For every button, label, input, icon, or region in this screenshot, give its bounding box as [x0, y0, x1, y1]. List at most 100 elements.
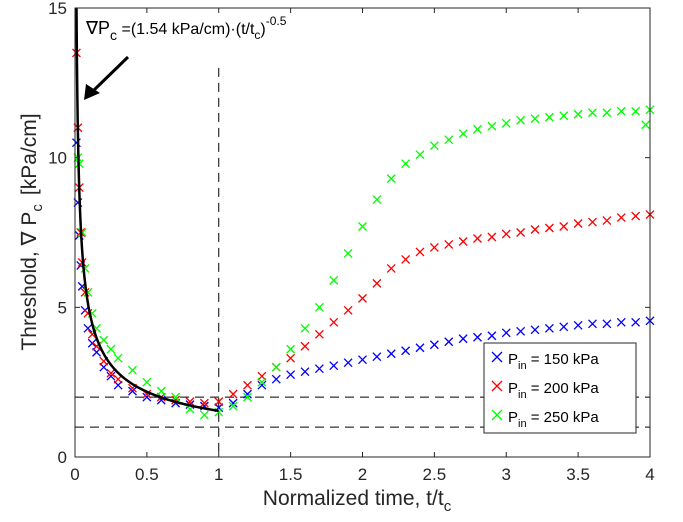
y-ticks: 0 5 10 15 [48, 0, 650, 467]
x-axis-label: Normalized time, t/tc [263, 487, 452, 515]
point-series-2-39 [501, 229, 511, 239]
point-series-2-33 [415, 247, 425, 257]
x-tick-label: 4 [645, 465, 654, 484]
legend-label-3: Pin = 250 kPa [508, 409, 599, 430]
point-series-3-21 [271, 362, 281, 372]
point-series-1-30 [372, 352, 382, 362]
point-series-1-23 [271, 374, 281, 384]
point-series-1-28 [343, 358, 353, 368]
formula-annotation: ∇Pc =(1.54 kPa/cm)·(t/tc)-0.5 [85, 14, 287, 43]
point-series-1-11 [106, 371, 116, 381]
x-tick-label: 0.5 [135, 465, 159, 484]
x-tick-label: 2.5 [423, 465, 447, 484]
point-series-2-34 [429, 243, 439, 252]
point-series-2-38 [487, 232, 497, 242]
legend-label-1: Pin = 150 kPa [508, 351, 599, 372]
point-series-1-14 [142, 392, 152, 402]
point-series-2-21 [243, 380, 252, 390]
point-series-3-41 [559, 111, 569, 121]
x-tick-label: 1.5 [279, 465, 303, 484]
point-series-2-48 [631, 211, 641, 221]
point-series-2-35 [444, 240, 454, 249]
x-tick-label: 0 [70, 465, 79, 484]
point-series-3-25 [329, 275, 339, 285]
point-series-3-26 [343, 248, 353, 258]
y-axis-label: Threshold, ∇ Pc[kPa/cm] [18, 113, 46, 350]
point-series-2-31 [386, 263, 396, 273]
point-series-1-24 [286, 370, 296, 380]
point-series-3-31 [415, 150, 425, 160]
data-marks [71, 48, 655, 420]
point-series-2-24 [286, 353, 296, 363]
point-series-2-20 [228, 389, 238, 399]
point-series-3-18 [228, 401, 238, 411]
point-series-3-11 [128, 365, 137, 375]
point-series-1-32 [401, 346, 411, 356]
y-tick-label: 5 [58, 298, 67, 317]
x-tick-label: 3 [502, 465, 511, 484]
point-series-3-19 [243, 392, 252, 402]
point-series-3-37 [501, 118, 511, 128]
point-series-3-46 [631, 106, 641, 116]
point-series-1-33 [415, 343, 425, 353]
point-series-1-41 [530, 325, 540, 335]
point-series-1-46 [602, 319, 612, 329]
point-series-2-40 [516, 228, 526, 237]
point-series-2-30 [372, 278, 382, 288]
point-series-2-46 [602, 216, 612, 225]
point-series-2-29 [358, 293, 367, 303]
point-series-2-26 [314, 329, 324, 339]
point-series-3-20 [257, 377, 267, 387]
point-series-2-41 [530, 225, 540, 234]
point-series-1-36 [458, 334, 468, 344]
point-series-3-13 [156, 386, 166, 396]
legend-box [483, 342, 637, 434]
point-series-1-31 [386, 349, 396, 359]
point-series-3-45 [616, 106, 626, 116]
x-ticks: 0 0.5 1 1.5 2 2.5 3 3.5 4 [70, 8, 655, 484]
point-series-3-33 [444, 135, 454, 145]
point-series-2-47 [616, 213, 626, 222]
x-tick-label: 1 [214, 465, 223, 484]
point-series-2-43 [559, 222, 569, 231]
point-series-3-36 [487, 121, 497, 131]
point-series-3-8 [99, 335, 109, 345]
annotation-arrow [84, 55, 130, 100]
point-series-1-45 [588, 319, 597, 329]
point-series-3-42 [573, 109, 583, 119]
fit-curve-group [75, 7, 219, 413]
reference-lines [75, 67, 650, 457]
point-series-1-34 [429, 340, 439, 350]
point-series-3-35 [473, 124, 482, 134]
point-series-3-24 [314, 302, 324, 312]
point-series-1-7 [83, 323, 93, 333]
point-series-2-11 [106, 368, 116, 378]
y-tick-label: 10 [48, 149, 67, 168]
point-series-3-32 [429, 141, 439, 151]
fit-curve [75, 7, 219, 413]
point-series-1-37 [473, 332, 482, 342]
point-series-1-8 [87, 338, 97, 348]
point-series-3-30 [401, 159, 411, 169]
x-tick-label: 3.5 [566, 465, 590, 484]
point-series-3-16 [199, 410, 209, 420]
point-series-1-35 [444, 337, 454, 347]
point-series-2-44 [573, 219, 583, 228]
x-tick-label: 2 [358, 465, 367, 484]
point-series-1-38 [487, 331, 497, 341]
point-series-3-43 [588, 108, 597, 118]
point-series-1-22 [257, 380, 267, 390]
legend: Pin = 150 kPa Pin = 200 kPa Pin = 250 kP… [483, 342, 637, 434]
point-series-2-42 [544, 223, 554, 233]
point-series-1-43 [559, 322, 569, 332]
point-series-3-34 [458, 129, 468, 139]
point-series-3-39 [530, 114, 540, 124]
point-series-3-47 [641, 120, 651, 130]
point-series-3-40 [544, 112, 554, 122]
y-tick-label: 0 [58, 448, 67, 467]
point-series-2-36 [458, 237, 468, 246]
point-series-1-29 [358, 355, 367, 365]
point-series-1-26 [314, 364, 324, 374]
point-series-2-25 [300, 341, 310, 351]
